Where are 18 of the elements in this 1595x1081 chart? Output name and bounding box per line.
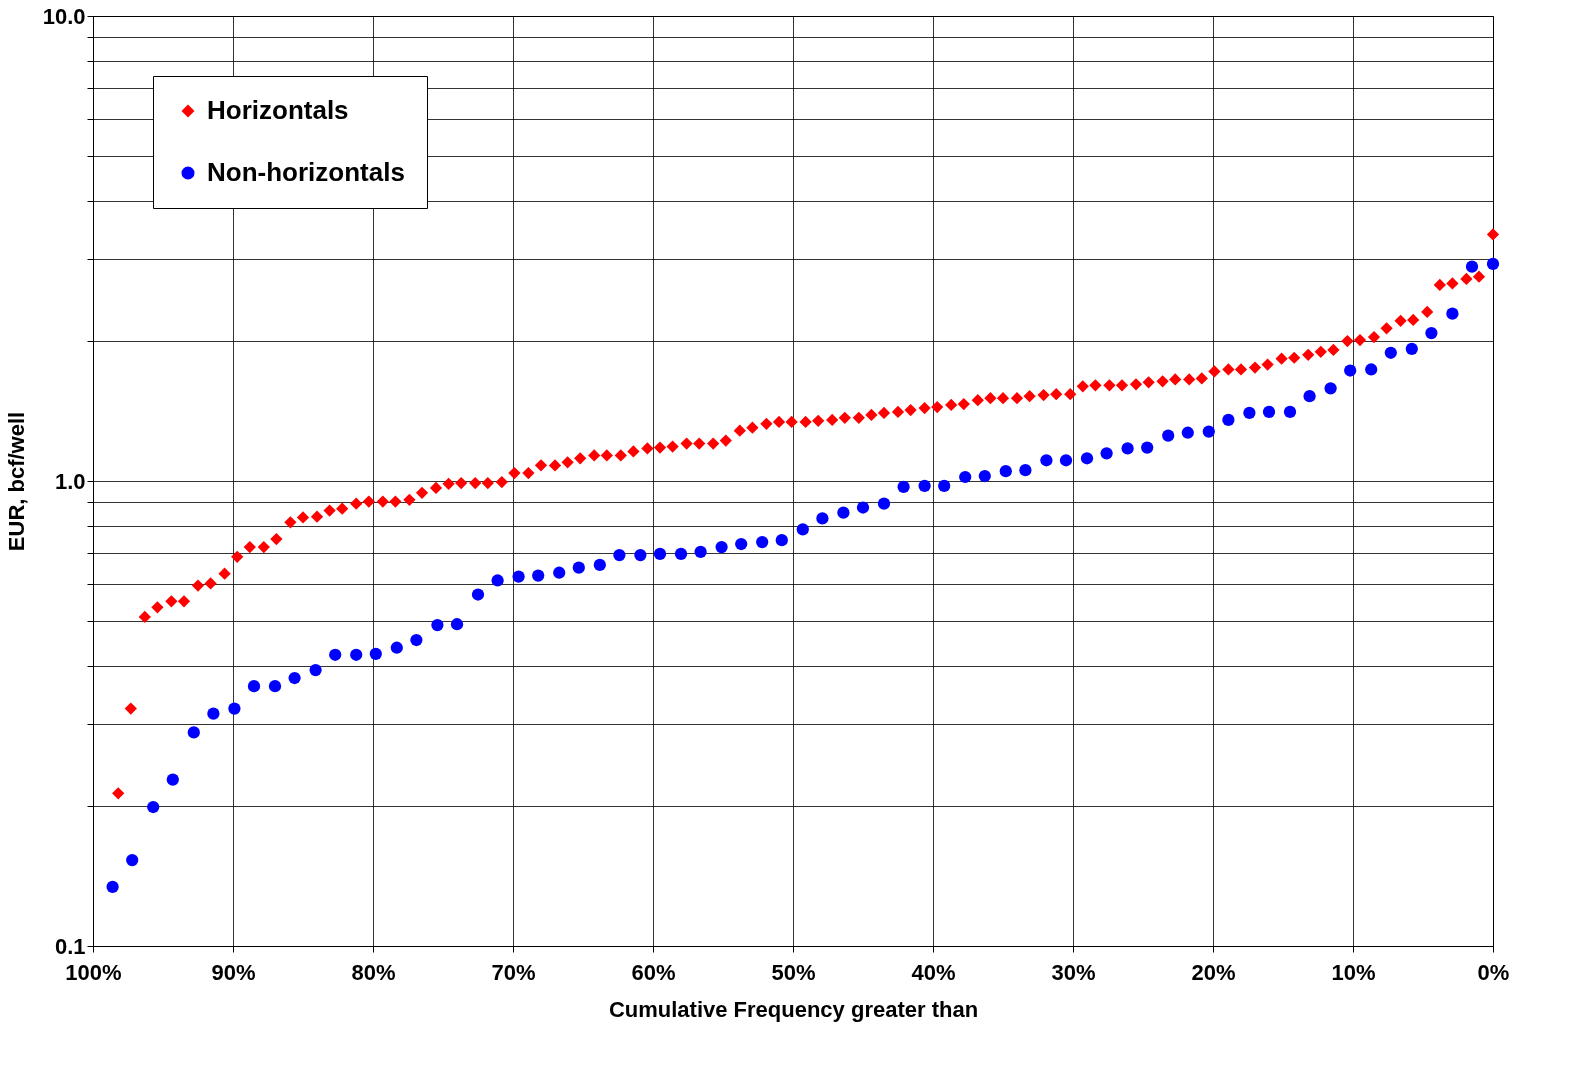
legend-label: Horizontals bbox=[207, 95, 349, 125]
y-axis-title: EUR, bcf/well bbox=[3, 411, 29, 552]
legend-label: Non-horizontals bbox=[207, 157, 405, 187]
x-tick-label: 100% bbox=[65, 959, 122, 985]
x-tick-label: 60% bbox=[631, 959, 676, 985]
y-tick-label: 0.1 bbox=[54, 933, 86, 959]
x-tick-label: 0% bbox=[1477, 959, 1510, 985]
y-tick-label: 10.0 bbox=[42, 3, 86, 29]
x-tick-label: 80% bbox=[351, 959, 396, 985]
x-axis-title: Cumulative Frequency greater than bbox=[608, 996, 979, 1022]
y-tick-label: 1.0 bbox=[54, 468, 86, 494]
x-tick-label: 90% bbox=[211, 959, 256, 985]
x-tick-label: 10% bbox=[1331, 959, 1376, 985]
x-tick-label: 40% bbox=[911, 959, 956, 985]
x-tick-label: 70% bbox=[491, 959, 536, 985]
x-tick-label: 20% bbox=[1191, 959, 1236, 985]
x-tick-label: 50% bbox=[771, 959, 816, 985]
x-tick-label: 30% bbox=[1051, 959, 1096, 985]
